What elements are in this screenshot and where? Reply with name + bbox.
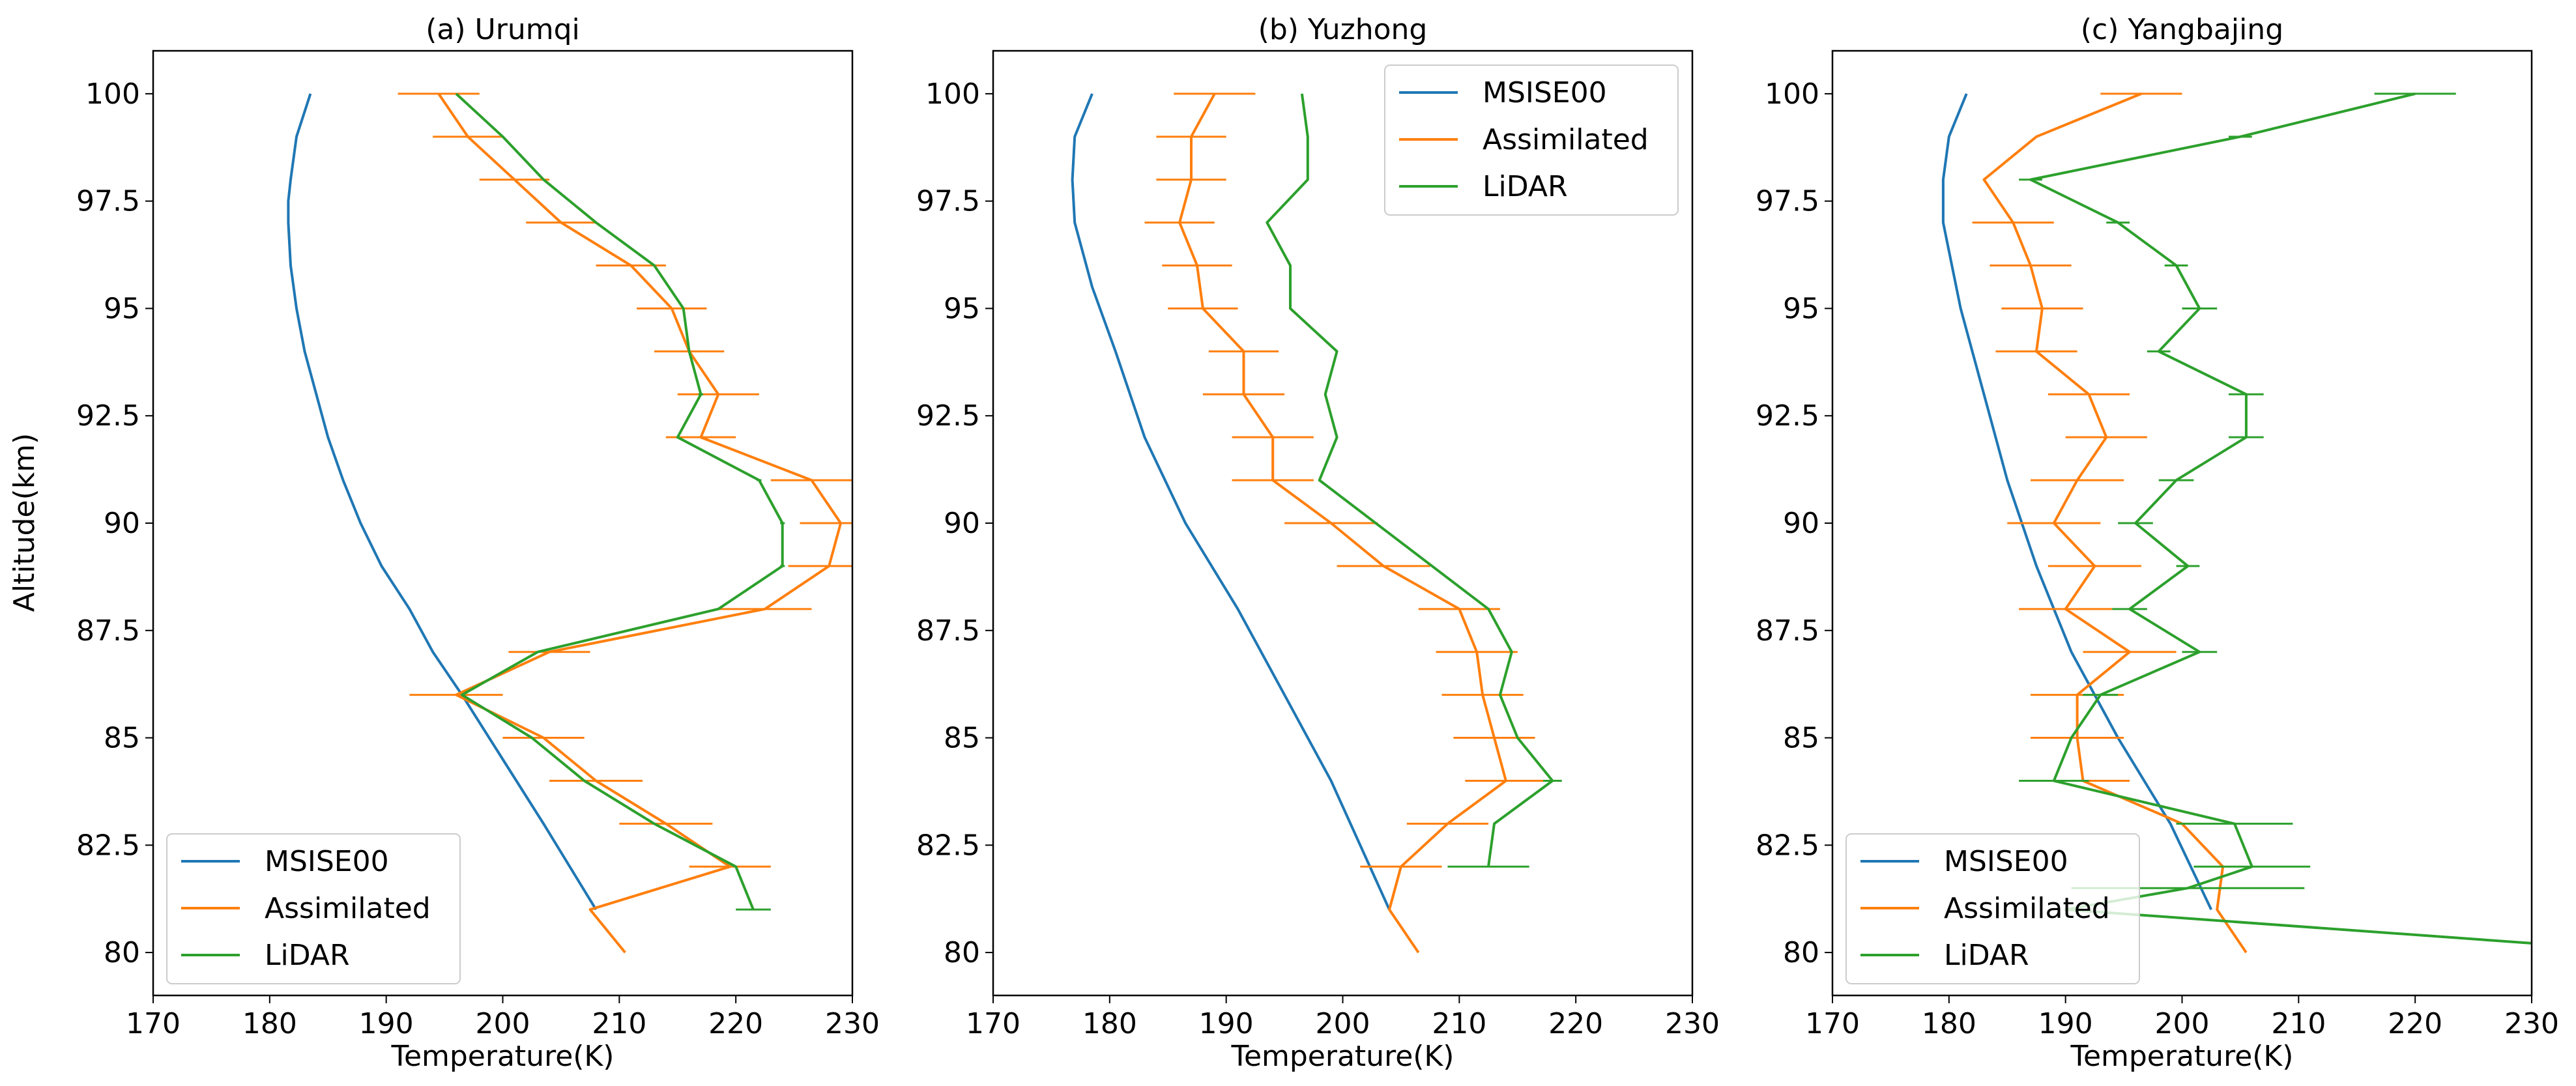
y-tick-label: 80 [1783, 936, 1819, 969]
x-tick-label: 210 [2271, 1007, 2326, 1040]
x-tick-label: 200 [1316, 1007, 1370, 1040]
x-tick-label: 220 [2388, 1007, 2442, 1040]
x-tick-label: 190 [359, 1007, 414, 1040]
legend-label: LiDAR [1483, 170, 1568, 203]
x-tick-label: 210 [1432, 1007, 1486, 1040]
chart-title: (a) Urumqi [426, 13, 579, 46]
y-tick-label: 97.5 [1756, 185, 1819, 218]
legend-box [1384, 64, 1679, 216]
x-axis-label: Temperature(K) [1231, 1040, 1454, 1073]
chart-panels: (a) Urumqi 170 180 190 200 210 220 230 80 82.5 85 8… [76, 13, 2559, 1073]
x-tick-label: 190 [1199, 1007, 1254, 1040]
y-tick-label: 97.5 [916, 185, 980, 218]
y-tick-label: 82.5 [76, 829, 140, 862]
legend-label: MSISE00 [1483, 76, 1607, 109]
chart-panel-1: (a) Urumqi 170 180 190 200 210 220 230 80 82.5 85 8… [76, 13, 880, 1073]
x-tick-label: 220 [1548, 1007, 1603, 1040]
y-tick-label: 92.5 [76, 399, 140, 433]
legend-box [166, 833, 461, 984]
series-line-lidar [1266, 93, 1554, 867]
legend-label: Assimilated [1483, 123, 1649, 156]
x-axis-label: Temperature(K) [2070, 1040, 2294, 1073]
y-tick-label: 87.5 [76, 614, 140, 648]
y-tick-label: 82.5 [1756, 829, 1819, 862]
legend: MSISE00 Assimilated LiDAR [166, 833, 461, 984]
chart-title: (b) Yuzhong [1258, 13, 1428, 46]
chart-title: (c) Yangbajing [2081, 13, 2283, 46]
y-tick-label: 87.5 [1756, 614, 1819, 648]
x-tick-label: 200 [2155, 1007, 2210, 1040]
y-tick-label: 85 [944, 722, 980, 755]
series-layer [1071, 93, 1562, 954]
x-axis-label: Temperature(K) [391, 1040, 615, 1073]
series-layer [287, 93, 852, 954]
axes-frame [152, 50, 854, 997]
series-line-msise00 [1941, 93, 2213, 911]
legend-label: Assimilated [265, 892, 431, 925]
y-tick-label: 90 [104, 507, 140, 540]
y-tick-label: 90 [1783, 507, 1819, 540]
x-tick-label: 170 [1805, 1007, 1860, 1040]
axes-frame [992, 50, 1694, 997]
y-tick-label: 95 [944, 292, 980, 325]
legend-label: LiDAR [265, 939, 350, 972]
series-line-msise00 [1071, 93, 1391, 911]
x-tick-label: 230 [2504, 1007, 2559, 1040]
y-tick-label: 100 [1765, 78, 1819, 111]
shared-y-axis-label: Altitude(km) [8, 433, 41, 612]
x-tick-label: 180 [1082, 1007, 1137, 1040]
y-tick-label: 97.5 [76, 185, 140, 218]
legend: MSISE00 Assimilated LiDAR [1384, 64, 1679, 216]
legend-box [1845, 833, 2140, 984]
x-tick-label: 230 [1665, 1007, 1720, 1040]
y-tick-label: 85 [1783, 722, 1819, 755]
axes-frame [1831, 50, 2533, 997]
y-tick-label: 92.5 [916, 399, 980, 433]
x-tick-label: 190 [2038, 1007, 2093, 1040]
chart-panel-2: (b) Yuzhong 170 180 190 200 210 220 230 80 82.5 85… [916, 13, 1720, 1073]
series-line-lidar [455, 93, 784, 910]
x-tick-label: 170 [126, 1007, 181, 1040]
legend-label: MSISE00 [1944, 845, 2068, 878]
x-tick-label: 170 [966, 1007, 1020, 1040]
series-line-lidar [2029, 92, 2532, 945]
x-tick-label: 210 [592, 1007, 646, 1040]
y-tick-label: 80 [104, 936, 140, 969]
y-tick-label: 80 [944, 936, 980, 969]
y-tick-label: 100 [925, 78, 980, 111]
y-tick-label: 90 [944, 507, 980, 540]
series-layer [1941, 92, 2532, 954]
x-tick-label: 220 [708, 1007, 763, 1040]
y-tick-label: 95 [1783, 292, 1819, 325]
y-tick-label: 95 [104, 292, 140, 325]
y-tick-label: 85 [104, 722, 140, 755]
legend-label: Assimilated [1944, 892, 2110, 925]
x-tick-label: 200 [476, 1007, 530, 1040]
y-tick-label: 82.5 [916, 829, 980, 862]
y-tick-label: 100 [85, 78, 140, 111]
x-tick-label: 180 [1922, 1007, 1976, 1040]
legend-label: LiDAR [1944, 939, 2029, 972]
y-tick-label: 92.5 [1756, 399, 1819, 433]
legend: MSISE00 Assimilated LiDAR [1845, 833, 2140, 984]
legend-label: MSISE00 [265, 845, 389, 878]
x-tick-label: 180 [242, 1007, 297, 1040]
x-tick-label: 230 [825, 1007, 880, 1040]
chart-panel-3: (c) Yangbajing 170 180 190 200 210 220 230 80 82.… [1756, 13, 2559, 1073]
y-tick-label: 87.5 [916, 614, 980, 648]
